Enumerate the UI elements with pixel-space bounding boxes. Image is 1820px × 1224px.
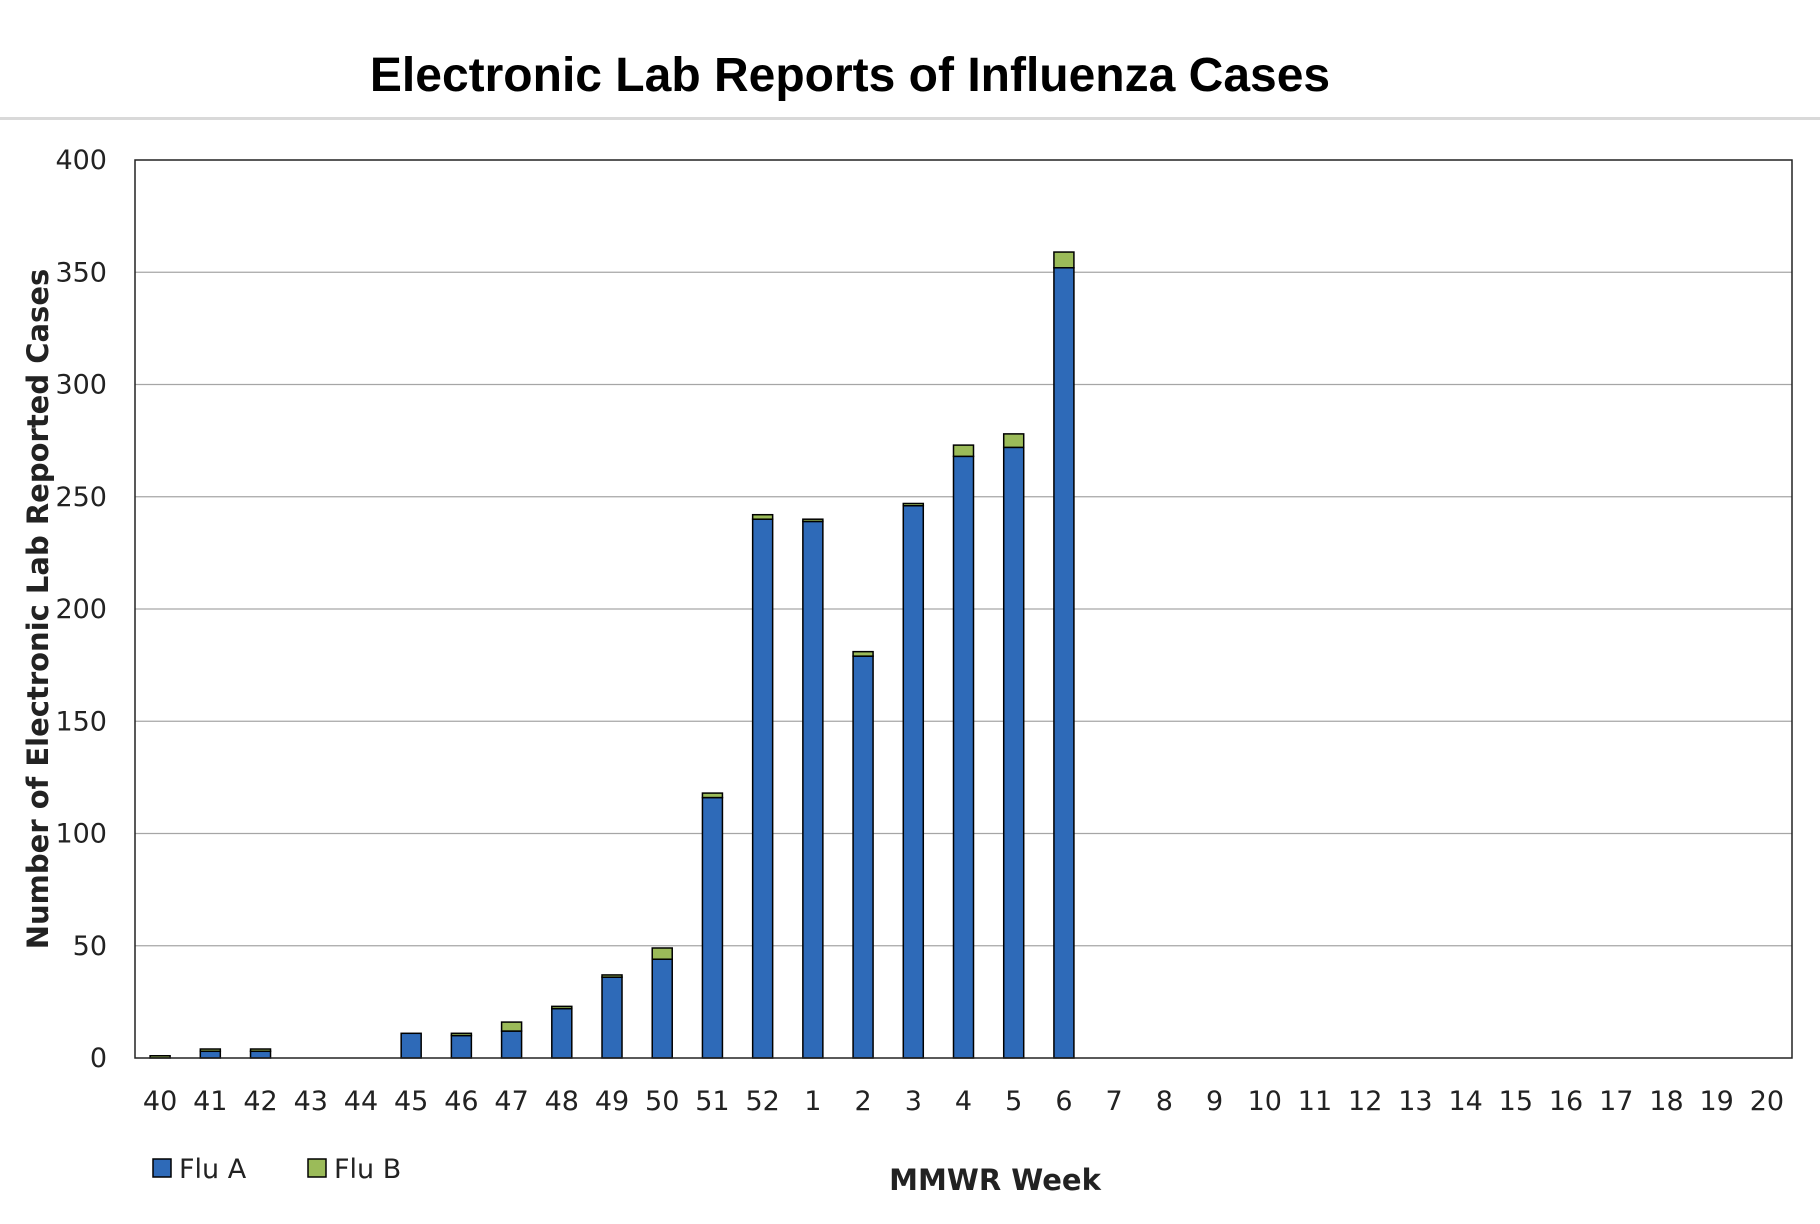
x-tick-label: 48 bbox=[545, 1086, 579, 1117]
x-tick-label: 43 bbox=[294, 1086, 328, 1117]
x-tick-label: 2 bbox=[854, 1086, 871, 1117]
chart-title: Electronic Lab Reports of Influenza Case… bbox=[369, 49, 1331, 102]
y-tick-label: 150 bbox=[55, 706, 107, 737]
y-tick-label: 50 bbox=[73, 931, 107, 962]
bar-segment-flu-b bbox=[802, 518, 824, 523]
x-tick-label: 41 bbox=[193, 1086, 227, 1117]
bar-segment-flu-a bbox=[701, 796, 724, 1059]
x-tick-label: 45 bbox=[394, 1086, 428, 1117]
y-tick-label: 0 bbox=[90, 1043, 107, 1074]
y-tick-label: 250 bbox=[55, 482, 107, 513]
y-tick-label: 300 bbox=[55, 370, 107, 401]
x-tick-label: 50 bbox=[645, 1086, 679, 1117]
x-tick-label: 49 bbox=[595, 1086, 629, 1117]
x-tick-label: 40 bbox=[143, 1086, 177, 1117]
x-tick-label: 52 bbox=[745, 1086, 779, 1117]
bar-segment-flu-a bbox=[199, 1050, 222, 1059]
bar-segment-flu-a bbox=[500, 1030, 523, 1059]
bar-segment-flu-b bbox=[601, 974, 623, 978]
y-axis-ticks: 0 50 100 150 200 250 300 350 400 bbox=[55, 145, 107, 1074]
x-tick-label: 10 bbox=[1248, 1086, 1282, 1117]
x-tick-label: 20 bbox=[1750, 1086, 1784, 1117]
y-tick-label: 100 bbox=[55, 819, 107, 850]
bar-segment-flu-a bbox=[852, 655, 874, 1059]
x-tick-label: 11 bbox=[1298, 1086, 1332, 1117]
x-tick-label: 8 bbox=[1156, 1086, 1173, 1117]
x-tick-label: 19 bbox=[1700, 1086, 1734, 1117]
plot-area-frame bbox=[134, 159, 1793, 1059]
x-axis-ticks: 40 41 42 43 44 45 46 47 48 49 50 51 52 1 2 3 4 5 6 7 8 9 10 11 1… bbox=[143, 1086, 1784, 1117]
bar-segment-flu-b bbox=[249, 1048, 272, 1053]
x-tick-label: 17 bbox=[1599, 1086, 1633, 1117]
bar-segment-flu-a bbox=[651, 958, 673, 1059]
bar-segment-flu-b bbox=[199, 1048, 222, 1053]
bar-segment-flu-b bbox=[701, 792, 724, 799]
bar-segment-flu-a bbox=[751, 518, 774, 1059]
x-tick-label: 44 bbox=[344, 1086, 378, 1117]
x-tick-label: 16 bbox=[1549, 1086, 1583, 1117]
bar-segment-flu-b bbox=[651, 947, 673, 960]
x-tick-label: 46 bbox=[444, 1086, 478, 1117]
bar-segment-flu-a bbox=[1002, 446, 1025, 1059]
bar-segment-flu-b bbox=[1002, 433, 1025, 449]
bar-segment-flu-a bbox=[249, 1050, 272, 1059]
bar-segment-flu-a bbox=[601, 976, 623, 1059]
x-tick-label: 1 bbox=[804, 1086, 821, 1117]
x-tick-label: 3 bbox=[905, 1086, 922, 1117]
legend: Flu A Flu B bbox=[152, 1154, 401, 1185]
y-tick-label: 400 bbox=[55, 145, 107, 176]
x-tick-label: 42 bbox=[243, 1086, 277, 1117]
flu-a-legend-swatch bbox=[152, 1158, 172, 1178]
bar-segment-flu-a bbox=[802, 520, 824, 1059]
bars bbox=[149, 251, 1075, 1059]
bar-segment-flu-b bbox=[952, 444, 975, 458]
bar-segment-flu-b bbox=[902, 502, 925, 507]
x-tick-label: 6 bbox=[1055, 1086, 1072, 1117]
x-tick-label: 13 bbox=[1398, 1086, 1432, 1117]
x-axis-title: MMWR Week bbox=[889, 1163, 1101, 1197]
x-tick-label: 15 bbox=[1499, 1086, 1533, 1117]
x-tick-label: 51 bbox=[695, 1086, 729, 1117]
x-tick-label: 9 bbox=[1206, 1086, 1223, 1117]
x-tick-label: 4 bbox=[955, 1086, 972, 1117]
bar-segment-flu-a bbox=[450, 1034, 473, 1059]
y-axis-title: Number of Electronic Lab Reported Cases bbox=[21, 269, 55, 949]
bar-segment-flu-a bbox=[902, 504, 925, 1059]
bar-segment-flu-b bbox=[551, 1005, 573, 1010]
bar-segment-flu-a bbox=[400, 1032, 422, 1059]
flu-b-legend-swatch bbox=[307, 1158, 327, 1178]
x-tick-label: 47 bbox=[494, 1086, 528, 1117]
gridlines bbox=[135, 271, 1792, 947]
x-tick-label: 7 bbox=[1106, 1086, 1123, 1117]
y-tick-label: 200 bbox=[55, 594, 107, 625]
bar-segment-flu-b bbox=[1053, 251, 1075, 269]
bar-segment-flu-b bbox=[852, 650, 874, 657]
flu-b-legend-label: Flu B bbox=[334, 1154, 401, 1185]
x-tick-label: 14 bbox=[1448, 1086, 1482, 1117]
x-tick-label: 18 bbox=[1649, 1086, 1683, 1117]
x-tick-label: 5 bbox=[1005, 1086, 1022, 1117]
bar-segment-flu-a bbox=[1053, 267, 1075, 1059]
bar-segment-flu-a bbox=[952, 455, 975, 1059]
y-tick-label: 350 bbox=[55, 257, 107, 288]
x-tick-label: 12 bbox=[1348, 1086, 1382, 1117]
bar-segment-flu-b bbox=[751, 513, 774, 520]
flu-a-legend-label: Flu A bbox=[179, 1154, 247, 1185]
bar-segment-flu-b bbox=[450, 1032, 473, 1037]
bar-segment-flu-a bbox=[551, 1007, 573, 1059]
bar-segment-flu-b bbox=[500, 1021, 523, 1032]
title-divider bbox=[0, 117, 1820, 120]
